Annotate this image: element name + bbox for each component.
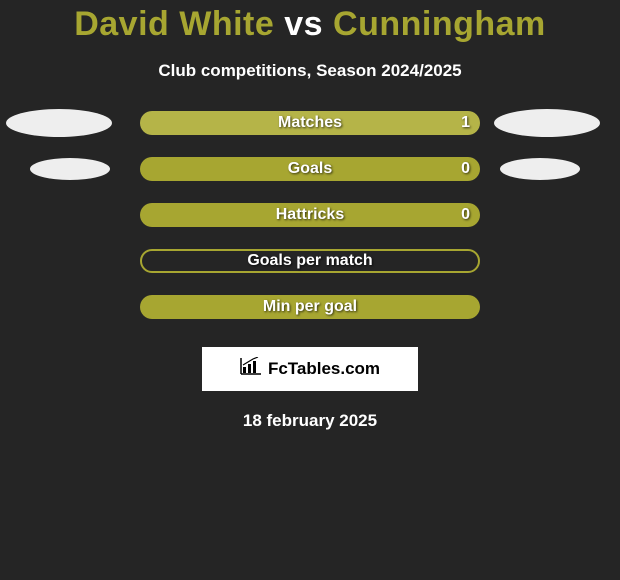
source-badge-text: FcTables.com — [268, 359, 380, 379]
stat-row: Goals per match — [0, 249, 620, 295]
page-title: David White vs Cunningham — [0, 4, 620, 45]
stat-bar — [140, 111, 480, 135]
comparison-infographic: David White vs Cunningham Club competiti… — [0, 0, 620, 580]
stat-row: Goals0 — [0, 157, 620, 203]
stat-row: Matches1 — [0, 111, 620, 157]
player-icon-left — [6, 109, 112, 137]
stat-bar — [140, 249, 480, 273]
stat-bar — [140, 295, 480, 319]
stat-bar — [140, 203, 480, 227]
title-part: David White — [74, 5, 274, 43]
stat-row: Min per goal — [0, 295, 620, 341]
player-icon-right — [500, 158, 580, 180]
date-text: 18 february 2025 — [0, 411, 620, 431]
title-part: vs — [274, 5, 333, 43]
title-part: Cunningham — [333, 5, 546, 43]
player-icon-left — [30, 158, 110, 180]
stat-bar — [140, 157, 480, 181]
stat-row: Hattricks0 — [0, 203, 620, 249]
stat-rows: Matches1Goals0Hattricks0Goals per matchM… — [0, 111, 620, 341]
player-icon-right — [494, 109, 600, 137]
bar-chart-icon — [240, 357, 262, 380]
source-badge: FcTables.com — [202, 347, 418, 391]
subtitle: Club competitions, Season 2024/2025 — [0, 61, 620, 81]
